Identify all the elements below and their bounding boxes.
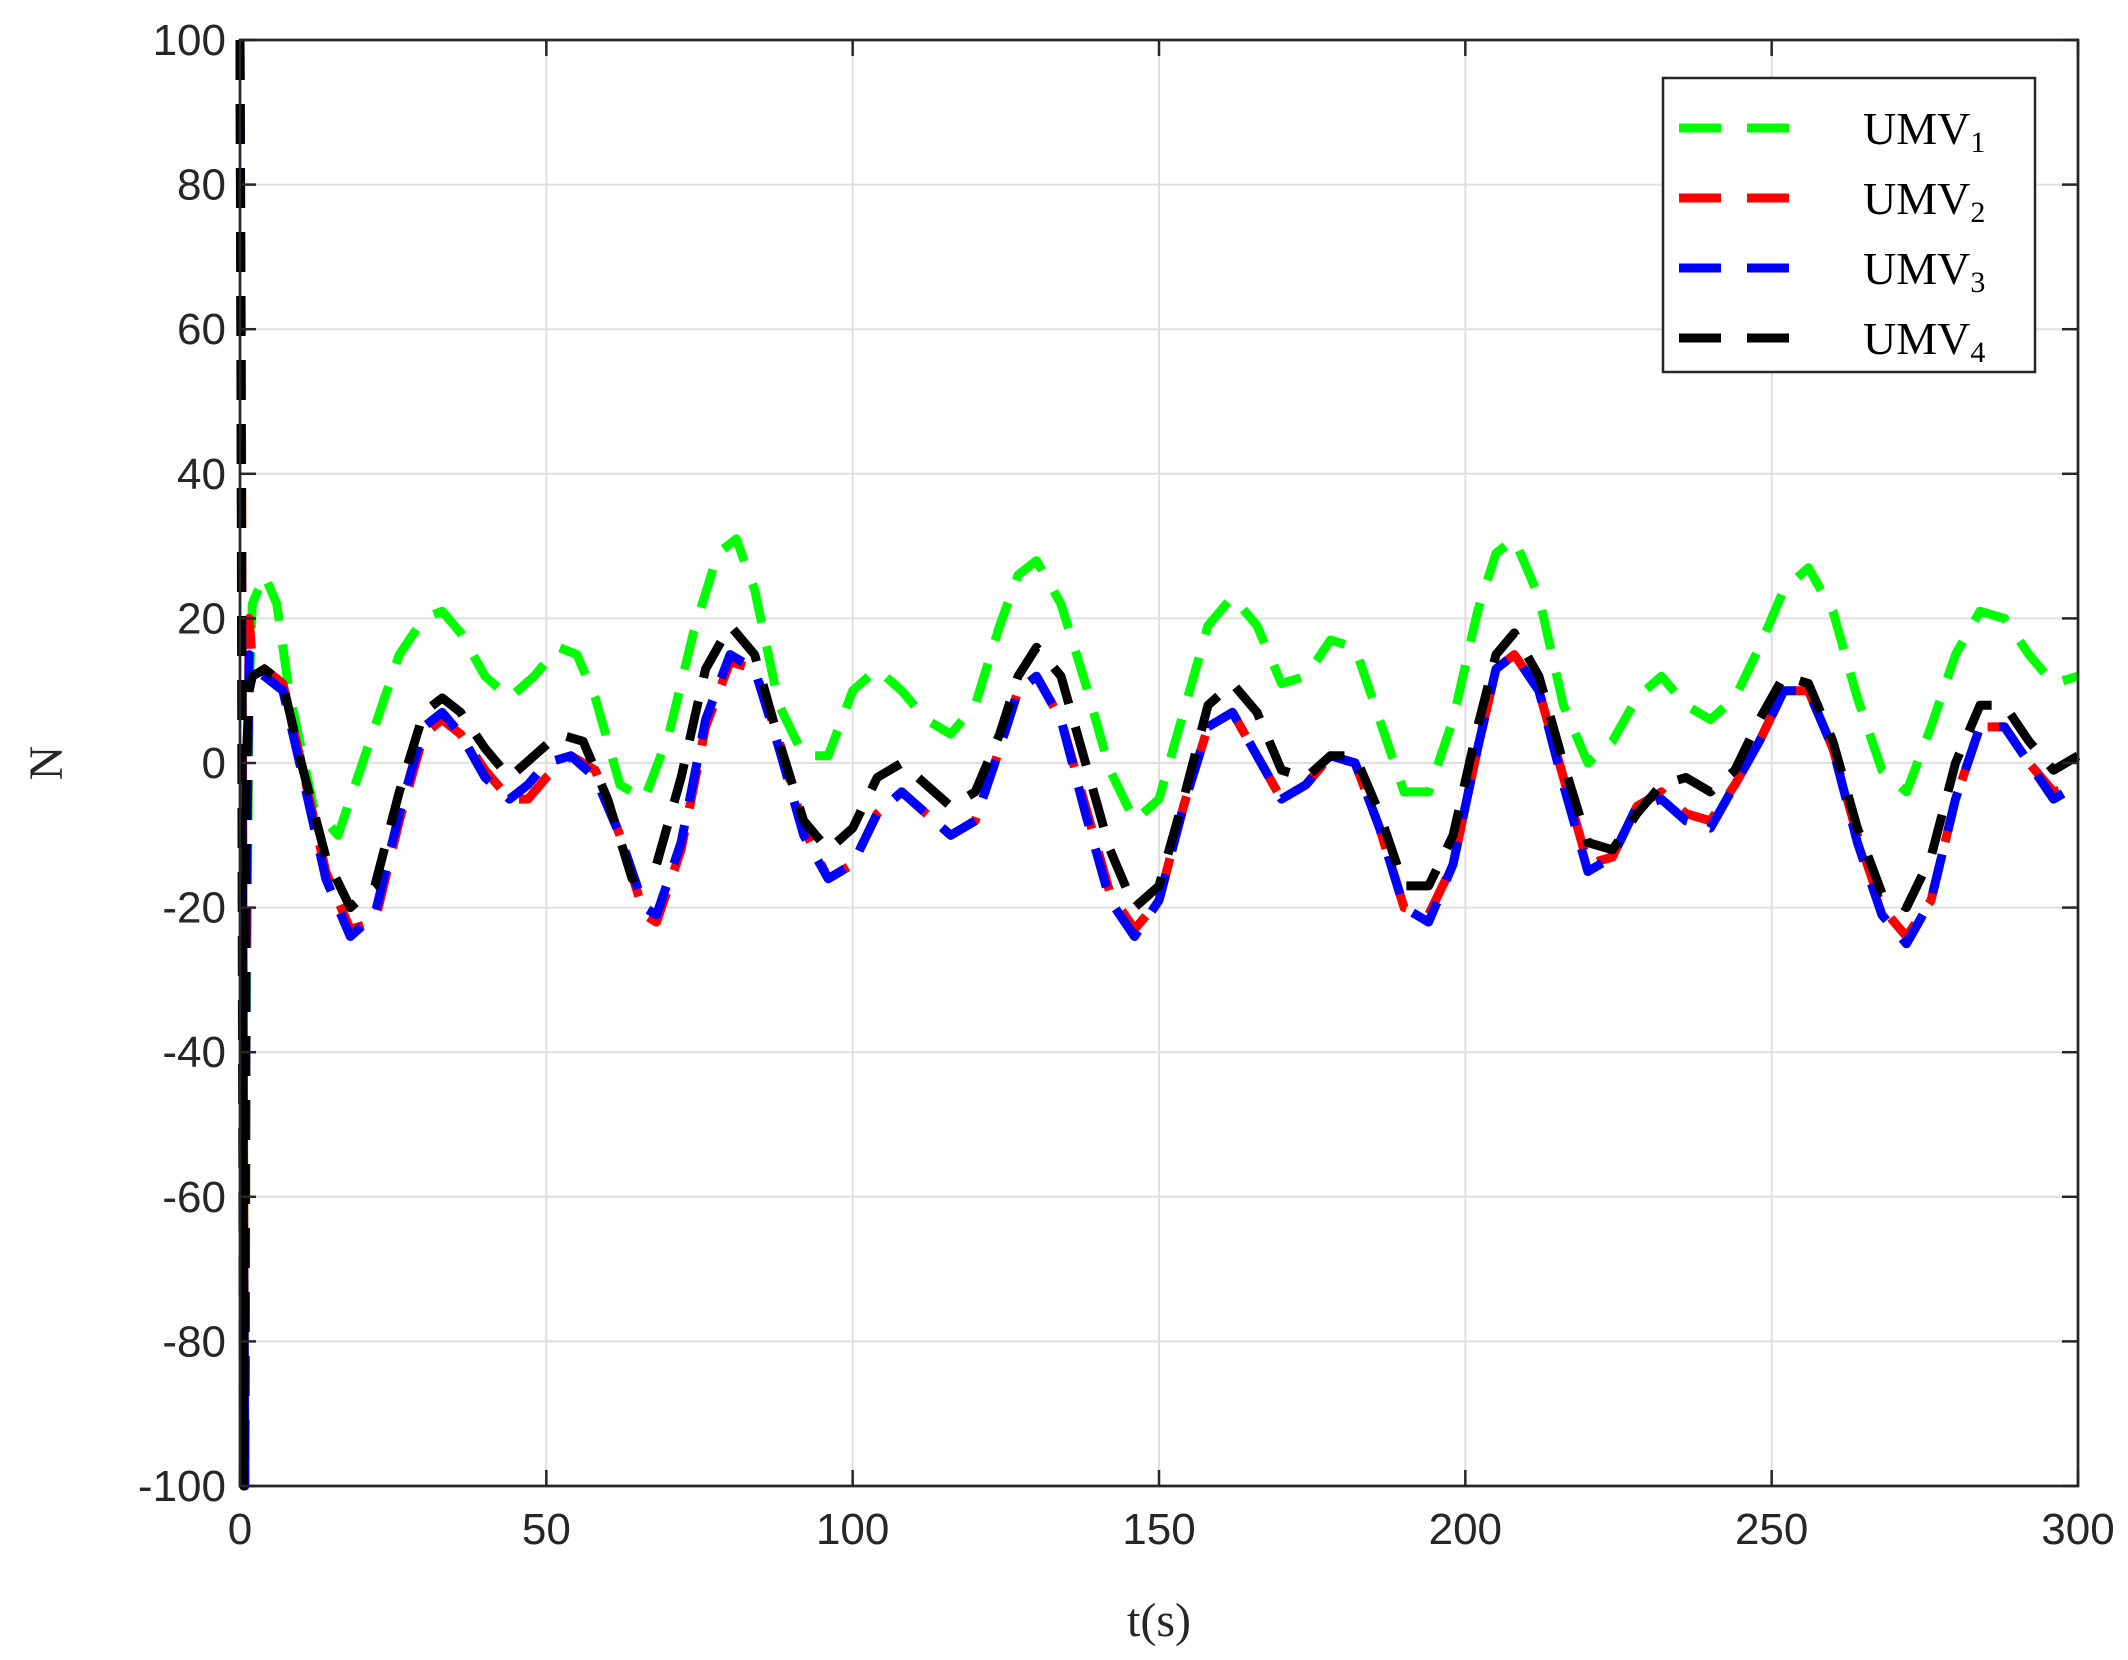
x-tick-label: 250: [1735, 1505, 1808, 1554]
y-tick-label: 0: [202, 739, 226, 788]
y-tick-label: -60: [162, 1173, 226, 1222]
axis-ticks: 0 50 100 150 200 250 300 -100 -80 -60 -40 -20 0 20 40 6…: [138, 16, 2115, 1554]
y-tick-label: 80: [177, 161, 226, 210]
y-tick-label: -20: [162, 884, 226, 933]
series-line-3: [235, 39, 2081, 1491]
legend-label-3: UMV3: [1863, 243, 1985, 299]
y-tick-label: 20: [177, 594, 226, 643]
legend-label-2: UMV2: [1863, 173, 1985, 229]
y-tick-label: 60: [177, 305, 226, 354]
legend-label-name: UMV: [1863, 243, 1970, 294]
legend-label-subscript: 3: [1970, 266, 1985, 299]
y-axis-label: N: [20, 746, 73, 781]
legend-label-name: UMV: [1863, 173, 1970, 224]
x-tick-label: 100: [816, 1505, 889, 1554]
legend-box: [1661, 76, 2037, 374]
x-tick-label: 150: [1122, 1505, 1195, 1554]
y-tick-label: 40: [177, 450, 226, 499]
y-tick-label: 100: [153, 16, 226, 65]
x-tick-label: 0: [228, 1505, 252, 1554]
legend-label-subscript: 4: [1970, 336, 1985, 369]
legend-label-subscript: 2: [1970, 196, 1985, 229]
y-tick-label: -100: [138, 1462, 226, 1511]
x-tick-label: 200: [1429, 1505, 1502, 1554]
legend-label-subscript: 1: [1970, 126, 1985, 159]
y-tick-label: -40: [162, 1028, 226, 1077]
legend-label-1: UMV1: [1863, 103, 1985, 159]
y-tick-label: -80: [162, 1317, 226, 1366]
legend-label-name: UMV: [1863, 313, 1970, 364]
x-axis-label: t(s): [1127, 1594, 1191, 1647]
x-tick-label: 300: [2041, 1505, 2114, 1554]
x-tick-label: 50: [522, 1505, 571, 1554]
series-line-4: [235, 39, 2081, 1491]
series-layer: [235, 39, 2081, 1491]
series-line-1: [235, 39, 2080, 1491]
legend-label-4: UMV4: [1863, 313, 1985, 369]
legend-label-name: UMV: [1863, 103, 1970, 154]
